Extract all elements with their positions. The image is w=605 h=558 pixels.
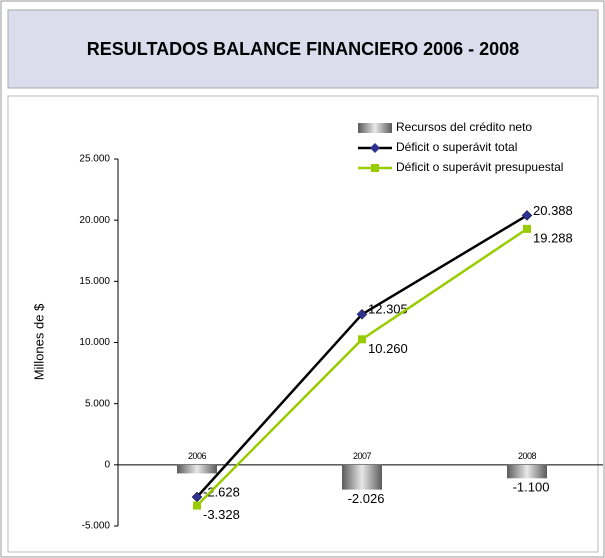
y-tick-label: 5.000 [85,398,110,409]
bar [177,464,217,474]
point-value-label: 10.260 [368,341,408,356]
point [523,224,531,233]
legend-swatch [358,123,392,133]
x-tick-label: 2008 [518,451,537,461]
point [356,308,368,320]
legend-label: Déficit o superávit total [396,140,517,154]
legend-label: Déficit o superávit presupuestal [396,160,563,174]
point-value-label: -3.328 [203,507,240,522]
y-tick-label: -5.000 [82,521,111,532]
point [193,501,201,510]
bar [507,464,547,479]
legend-marker [371,164,379,172]
bar-value-label: -2.026 [348,491,385,506]
y-tick-label: 0 [104,459,110,470]
point-value-label: 20.388 [533,203,573,218]
point-value-label: 19.288 [533,230,573,245]
point [521,210,533,221]
chart-title: RESULTADOS BALANCE FINANCIERO 2006 - 200… [87,39,519,59]
plot-box [7,95,599,553]
point-value-label: -2.628 [203,484,240,499]
y-tick-label: 25.000 [79,154,110,165]
legend-marker [370,143,380,153]
y-tick-label: 20.000 [79,215,110,226]
bar [342,464,382,490]
point-value-label: 12.305 [368,302,408,317]
bar-value-label: -1.100 [513,480,550,495]
point [358,335,366,344]
y-tick-label: 10.000 [79,337,110,348]
legend-label: Recursos del crédito neto [396,120,532,134]
x-tick-label: 2006 [188,451,207,461]
x-tick-label: 2007 [353,451,372,461]
title-box [7,9,599,89]
y-tick-label: 15.000 [79,276,110,287]
y-axis-label: Millones de $ [31,303,46,380]
